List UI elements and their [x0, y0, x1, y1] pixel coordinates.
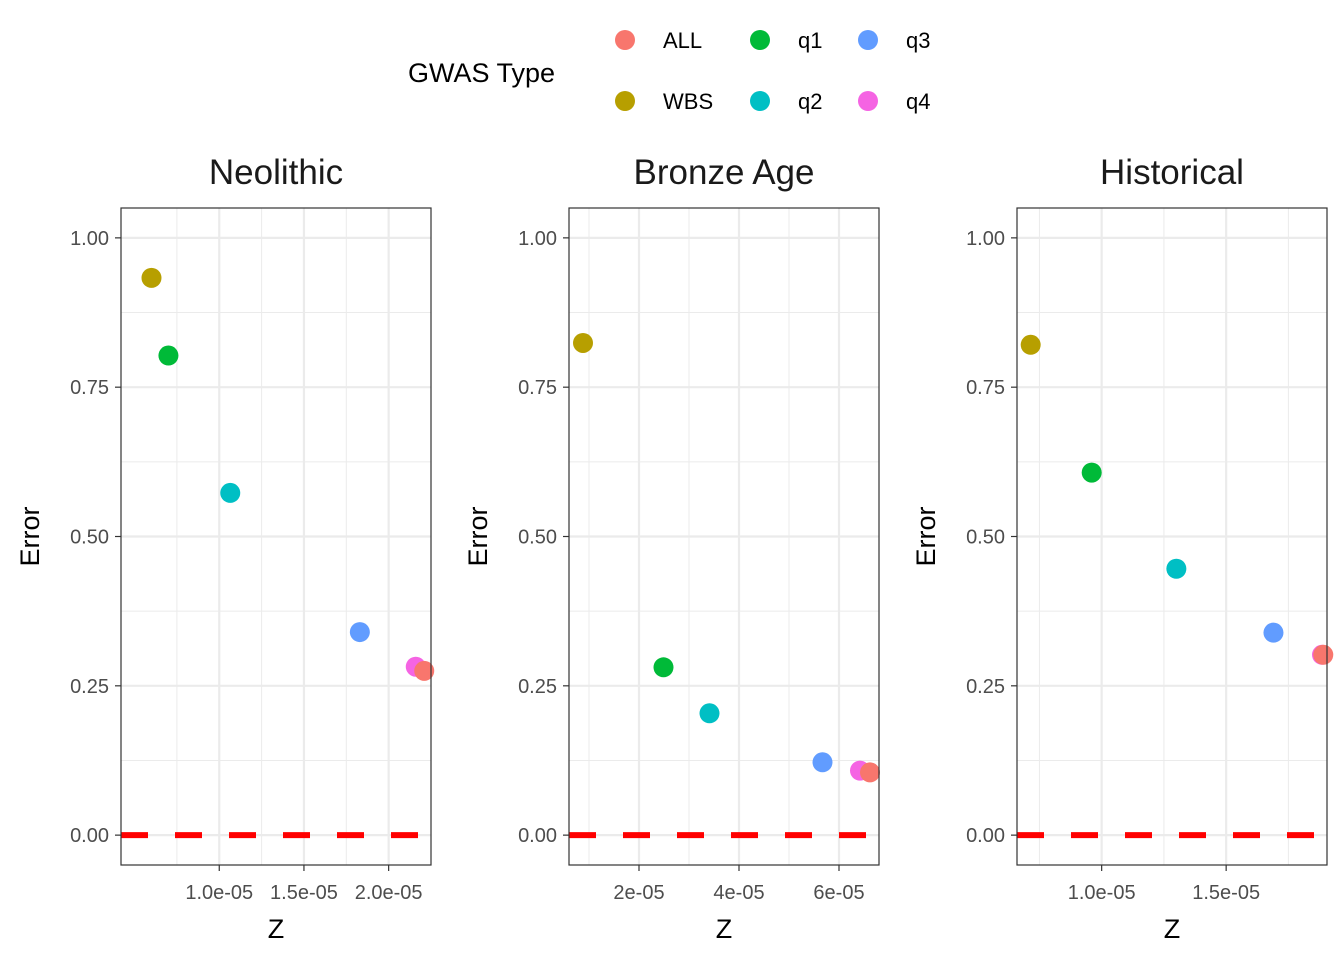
legend-entry-q1: q1: [750, 28, 822, 53]
point-wbs: [1020, 334, 1041, 355]
legend-label-all: ALL: [663, 28, 702, 53]
legend: GWAS Type ALL WBS q1 q2 q3 q4: [408, 28, 930, 114]
panel-title: Bronze Age: [634, 153, 815, 192]
y-tick-label: 0.00: [518, 825, 557, 847]
legend-entries: ALL WBS q1 q2 q3 q4: [615, 28, 930, 114]
panel-historical: 0.00 0.25 0.50 0.75 1.00 1.0e-05 1.5e-05 Histor…: [911, 153, 1334, 944]
point-q2: [699, 703, 720, 724]
point-q3: [812, 752, 833, 773]
legend-label-q1: q1: [798, 28, 822, 53]
grid: [569, 208, 879, 865]
x-axis-title: Z: [268, 914, 285, 944]
point-q3: [1263, 622, 1284, 643]
legend-entry-q3: q3: [858, 28, 930, 53]
panel-neolithic: 0.00 0.25 0.50 0.75 1.00 1.0e-05 1.5e-05 2.0e-0…: [15, 153, 435, 944]
x-tick-label: 2e-05: [613, 882, 664, 904]
panel-title: Neolithic: [209, 153, 343, 192]
x-tick-label: 1.5e-05: [270, 882, 338, 904]
legend-title: GWAS Type: [408, 58, 555, 88]
point-q1: [1081, 462, 1102, 483]
x-axis-title: Z: [1164, 914, 1181, 944]
grid: [1017, 208, 1327, 865]
y-tick-label: 1.00: [518, 228, 557, 250]
point-q3: [349, 622, 370, 643]
y-tick-label: 0.00: [966, 825, 1005, 847]
y-tick-label: 0.50: [518, 527, 557, 549]
legend-entry-all: ALL: [615, 28, 702, 53]
y-axis-title: Error: [463, 506, 493, 566]
points: [141, 267, 435, 681]
x-tick-label: 1.5e-05: [1192, 882, 1260, 904]
x-axis-title: Z: [716, 914, 733, 944]
legend-entry-wbs: WBS: [615, 89, 713, 114]
panel-bronze-age: 0.00 0.25 0.50 0.75 1.00 2e-05 4e-05 6e-05 Bronz…: [463, 153, 880, 944]
legend-key-q1: [750, 30, 770, 50]
y-tick-label: 0.25: [70, 676, 109, 698]
point-all: [414, 660, 435, 681]
y-axis-title: Error: [15, 506, 45, 566]
legend-label-q2: q2: [798, 89, 822, 114]
legend-key-q3: [858, 30, 878, 50]
y-axis-title: Error: [911, 506, 941, 566]
y-tick-label: 1.00: [70, 228, 109, 250]
point-wbs: [573, 332, 593, 353]
point-q1: [158, 345, 179, 366]
point-wbs: [141, 267, 162, 288]
points: [573, 332, 880, 783]
points: [1020, 334, 1334, 665]
point-all: [1313, 644, 1334, 665]
legend-label-wbs: WBS: [663, 89, 713, 114]
y-tick-label: 0.25: [966, 676, 1005, 698]
y-tick-label: 1.00: [966, 228, 1005, 250]
legend-key-q2: [750, 91, 770, 111]
legend-key-all: [615, 30, 635, 50]
point-all: [860, 762, 880, 783]
x-tick-label: 2.0e-05: [355, 882, 423, 904]
x-tick-label: 1.0e-05: [185, 882, 253, 904]
y-tick-label: 0.00: [70, 825, 109, 847]
y-tick-label: 0.75: [518, 377, 557, 399]
x-tick-label: 6e-05: [813, 882, 864, 904]
x-tick-label: 1.0e-05: [1068, 882, 1136, 904]
y-tick-label: 0.75: [966, 377, 1005, 399]
panel-title: Historical: [1100, 153, 1244, 192]
y-tick-label: 0.50: [70, 527, 109, 549]
legend-entry-q2: q2: [750, 89, 822, 114]
point-q1: [653, 657, 674, 678]
legend-label-q3: q3: [906, 28, 930, 53]
y-tick-label: 0.50: [966, 527, 1005, 549]
facet-panels: 0.00 0.25 0.50 0.75 1.00 1.0e-05 1.5e-05 2.0e-0…: [15, 153, 1334, 944]
y-tick-label: 0.25: [518, 676, 557, 698]
y-tick-label: 0.75: [70, 377, 109, 399]
x-tick-label: 4e-05: [713, 882, 764, 904]
legend-entry-q4: q4: [858, 89, 930, 114]
point-q2: [220, 482, 241, 503]
point-q2: [1166, 558, 1187, 579]
legend-label-q4: q4: [906, 89, 930, 114]
legend-key-q4: [858, 91, 878, 111]
legend-key-wbs: [615, 91, 635, 111]
